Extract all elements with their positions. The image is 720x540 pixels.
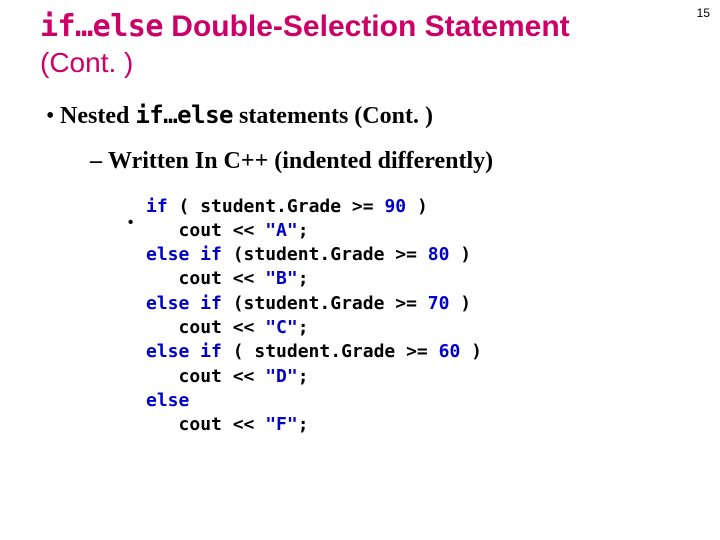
code-example: if ( student.Grade >= 90 ) cout << "A";e… <box>146 195 680 438</box>
page-number: 15 <box>697 6 710 20</box>
code-line: else if ( student.Grade >= 60 ) <box>146 340 680 364</box>
code-line: cout << "F"; <box>146 413 680 437</box>
code-line: cout << "C"; <box>146 316 680 340</box>
code-line: else <box>146 389 680 413</box>
code-line: if ( student.Grade >= 90 ) <box>146 195 680 219</box>
code-line: cout << "A"; <box>146 219 680 243</box>
dash-icon: – <box>90 148 108 175</box>
code-line: else if (student.Grade >= 70 ) <box>146 292 680 316</box>
bullet1-keyword: if…else <box>135 101 233 129</box>
slide-title: if…else Double-Selection Statement <box>40 10 680 45</box>
bullet2-text: Written In C++ (indented differently) <box>108 148 493 174</box>
bullet1-suffix: statements (Cont. ) <box>233 103 433 129</box>
title-rest: Double-Selection Statement <box>163 10 570 43</box>
title-cont: (Cont. ) <box>40 47 680 79</box>
code-line: cout << "D"; <box>146 365 680 389</box>
bullet-nested-statements: •Nested if…else statements (Cont. ) <box>46 101 680 130</box>
code-line: else if (student.Grade >= 80 ) <box>146 243 680 267</box>
code-line: cout << "B"; <box>146 267 680 291</box>
bullet-dot-icon: • <box>46 103 60 130</box>
bullet1-prefix: Nested <box>60 103 135 129</box>
title-keyword: if…else <box>40 9 163 44</box>
bullet-written-in-cpp: –Written In C++ (indented differently) <box>90 148 680 175</box>
